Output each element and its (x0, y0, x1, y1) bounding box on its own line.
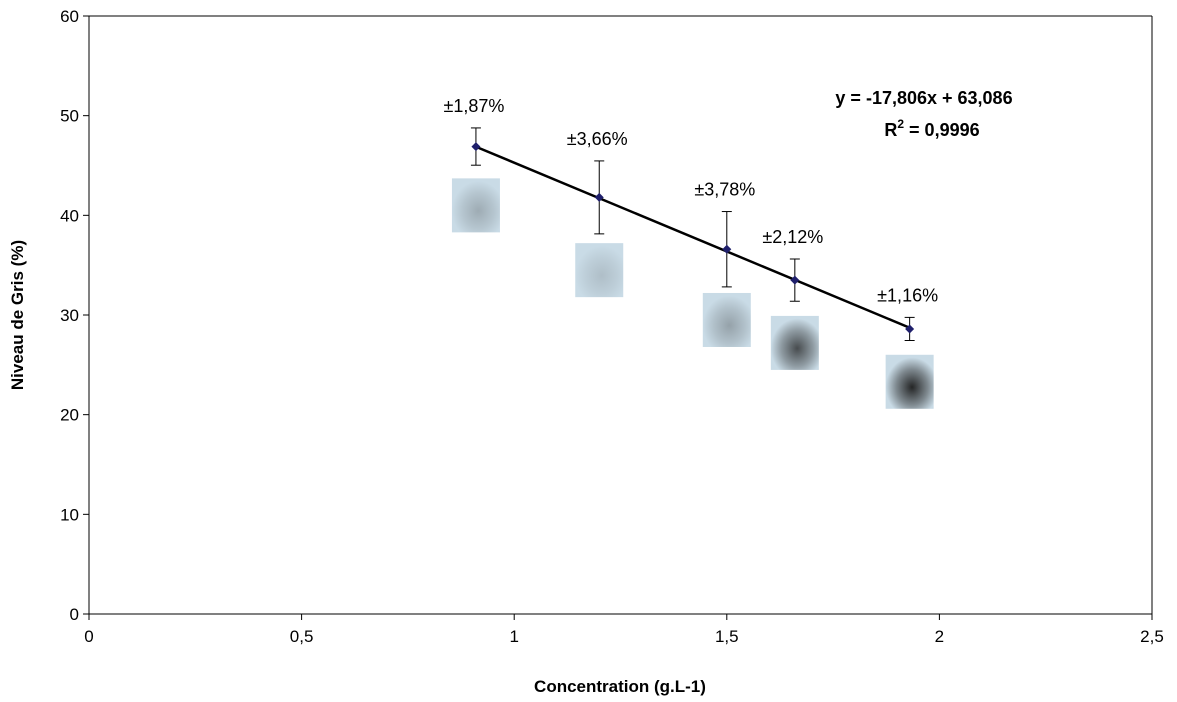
data-point (905, 324, 915, 334)
r-squared-superscript: 2 (897, 117, 904, 131)
r-squared-value: = 0,9996 (904, 120, 980, 140)
error-bars (470, 127, 915, 342)
error-percent-label: ±3,66% (567, 129, 628, 149)
y-tick-label: 10 (60, 505, 79, 524)
y-tick-label: 30 (60, 306, 79, 325)
data-points (471, 142, 915, 334)
x-tick-label: 2 (935, 627, 944, 646)
x-tick-label: 0,5 (290, 627, 314, 646)
spot-image-blot (885, 354, 934, 409)
y-axis-title: Niveau de Gris (%) (8, 240, 27, 390)
spot-image-blot (575, 243, 624, 298)
x-axis-title: Concentration (g.L-1) (534, 677, 706, 696)
x-tick-label: 2,5 (1140, 627, 1164, 646)
spot-image-blot (702, 292, 751, 347)
error-percent-label: ±3,78% (694, 180, 755, 200)
y-tick-label: 60 (60, 7, 79, 26)
data-point (722, 244, 732, 254)
trendline (475, 145, 911, 329)
y-tick-label: 0 (70, 605, 79, 624)
x-tick-label: 1 (509, 627, 518, 646)
ticks: 0 0,5 1 1,5 2 2,5 0 10 20 30 40 50 60 (60, 7, 1164, 646)
data-labels: ±1,87% ±3,66% ±3,78% ±2,12% ±1,16% (443, 96, 938, 305)
y-tick-label: 40 (60, 206, 79, 225)
data-point (471, 142, 481, 152)
error-percent-label: ±2,12% (762, 227, 823, 247)
error-percent-label: ±1,16% (877, 285, 938, 305)
spot-image-blot (770, 315, 819, 370)
trendline-equation: y = -17,806x + 63,086 (835, 88, 1012, 108)
x-tick-label: 1,5 (715, 627, 739, 646)
y-tick-label: 20 (60, 406, 79, 425)
data-point (594, 192, 604, 202)
error-percent-label: ±1,87% (443, 96, 504, 116)
spot-images (451, 178, 934, 409)
r-squared-prefix: R (884, 120, 897, 140)
trendline-line (475, 145, 911, 329)
x-tick-label: 0 (84, 627, 93, 646)
spot-image-blot (451, 178, 500, 233)
r-squared-label: R2 = 0,9996 (884, 117, 979, 140)
data-point (790, 275, 800, 285)
y-tick-label: 50 (60, 107, 79, 126)
